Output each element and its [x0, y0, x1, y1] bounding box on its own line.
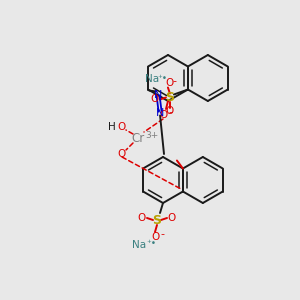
Text: O: O	[168, 213, 176, 223]
Text: -: -	[160, 229, 164, 239]
Text: O: O	[160, 110, 168, 120]
Text: O: O	[118, 149, 126, 159]
Text: O: O	[166, 77, 174, 88]
Text: Cr: Cr	[131, 131, 145, 145]
Text: Na: Na	[132, 240, 146, 250]
Text: O: O	[151, 94, 159, 104]
Text: H: H	[108, 122, 116, 132]
Text: S: S	[165, 91, 174, 104]
Text: O: O	[152, 232, 160, 242]
Text: N: N	[154, 89, 162, 100]
Text: ⁺•: ⁺•	[146, 239, 156, 248]
Text: -: -	[168, 107, 172, 117]
Text: 3+: 3+	[146, 131, 159, 140]
Text: N: N	[156, 107, 164, 118]
Text: -: -	[173, 76, 177, 86]
Text: O: O	[138, 213, 146, 223]
Text: ⁺•: ⁺•	[158, 74, 168, 83]
Text: S: S	[152, 214, 161, 227]
Text: Na: Na	[145, 74, 159, 85]
Text: O: O	[166, 106, 174, 116]
Text: O: O	[118, 122, 126, 132]
